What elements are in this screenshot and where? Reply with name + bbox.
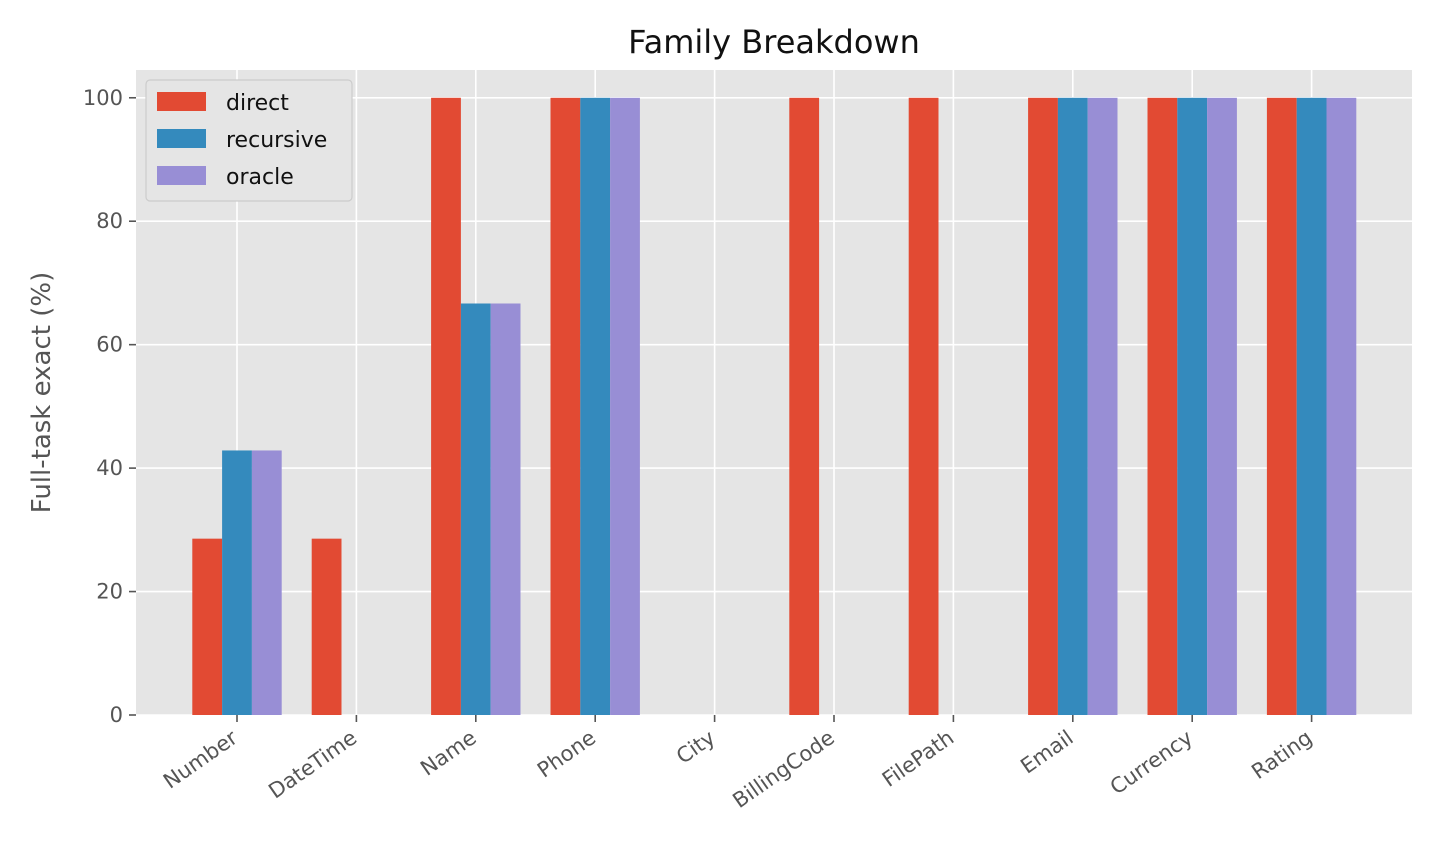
legend: direct recursive oracle bbox=[145, 79, 353, 202]
y-tick-label: 40 bbox=[96, 456, 123, 480]
bar-recursive-email bbox=[1057, 97, 1088, 715]
bar-direct-datetime bbox=[311, 538, 342, 715]
legend-swatch-direct bbox=[157, 92, 206, 111]
bar-oracle-rating bbox=[1326, 97, 1357, 715]
bar-oracle-email bbox=[1087, 97, 1118, 715]
bar-recursive-currency bbox=[1177, 97, 1208, 715]
bar-oracle-number bbox=[251, 450, 282, 715]
x-tick-label-currency: Currency bbox=[1106, 725, 1197, 799]
x-tick-label-datetime: DateTime bbox=[264, 725, 361, 803]
y-tick-label: 100 bbox=[83, 86, 123, 110]
legend-swatch-oracle bbox=[157, 166, 206, 185]
bar-direct-filepath bbox=[908, 97, 939, 715]
x-tick-label-city: City bbox=[672, 725, 719, 768]
x-tick-label-billingcode: BillingCode bbox=[728, 725, 839, 812]
legend-label-direct: direct bbox=[226, 91, 289, 116]
bar-recursive-number bbox=[222, 450, 252, 715]
x-tick-label-email: Email bbox=[1016, 725, 1077, 778]
chart-title: Family Breakdown bbox=[628, 23, 920, 61]
bar-direct-currency bbox=[1147, 97, 1178, 715]
bar-oracle-name bbox=[490, 303, 521, 715]
x-tick-label-phone: Phone bbox=[533, 725, 600, 782]
bar-oracle-currency bbox=[1207, 97, 1237, 715]
y-tick-label: 20 bbox=[96, 580, 123, 604]
x-axis-ticks: Number DateTime Name Phone City BillingCode Fi… bbox=[159, 715, 1316, 813]
legend-label-oracle: oracle bbox=[226, 165, 294, 190]
x-tick-label-number: Number bbox=[159, 725, 242, 793]
bar-recursive-phone bbox=[580, 97, 611, 715]
x-tick-label-name: Name bbox=[416, 725, 481, 780]
y-axis-ticks: 0 20 40 60 80 100 bbox=[83, 86, 136, 727]
x-tick-label-filepath: FilePath bbox=[878, 725, 958, 791]
bar-direct-phone bbox=[550, 97, 581, 715]
bar-direct-name bbox=[431, 97, 461, 715]
bar-oracle-phone bbox=[610, 97, 640, 715]
bars bbox=[192, 97, 1357, 715]
bar-recursive-rating bbox=[1296, 97, 1327, 715]
bar-direct-billingcode bbox=[789, 97, 820, 715]
bar-direct-email bbox=[1028, 97, 1058, 715]
y-tick-label: 60 bbox=[96, 333, 123, 357]
bar-recursive-name bbox=[460, 303, 491, 715]
legend-swatch-recursive bbox=[157, 129, 206, 148]
bar-direct-number bbox=[192, 538, 223, 715]
y-tick-label: 0 bbox=[110, 703, 123, 727]
x-tick-label-rating: Rating bbox=[1247, 725, 1316, 784]
y-axis-label: Full-task exact (%) bbox=[27, 272, 57, 513]
legend-label-recursive: recursive bbox=[226, 128, 327, 153]
y-tick-label: 80 bbox=[96, 209, 123, 233]
bar-direct-rating bbox=[1266, 97, 1297, 715]
